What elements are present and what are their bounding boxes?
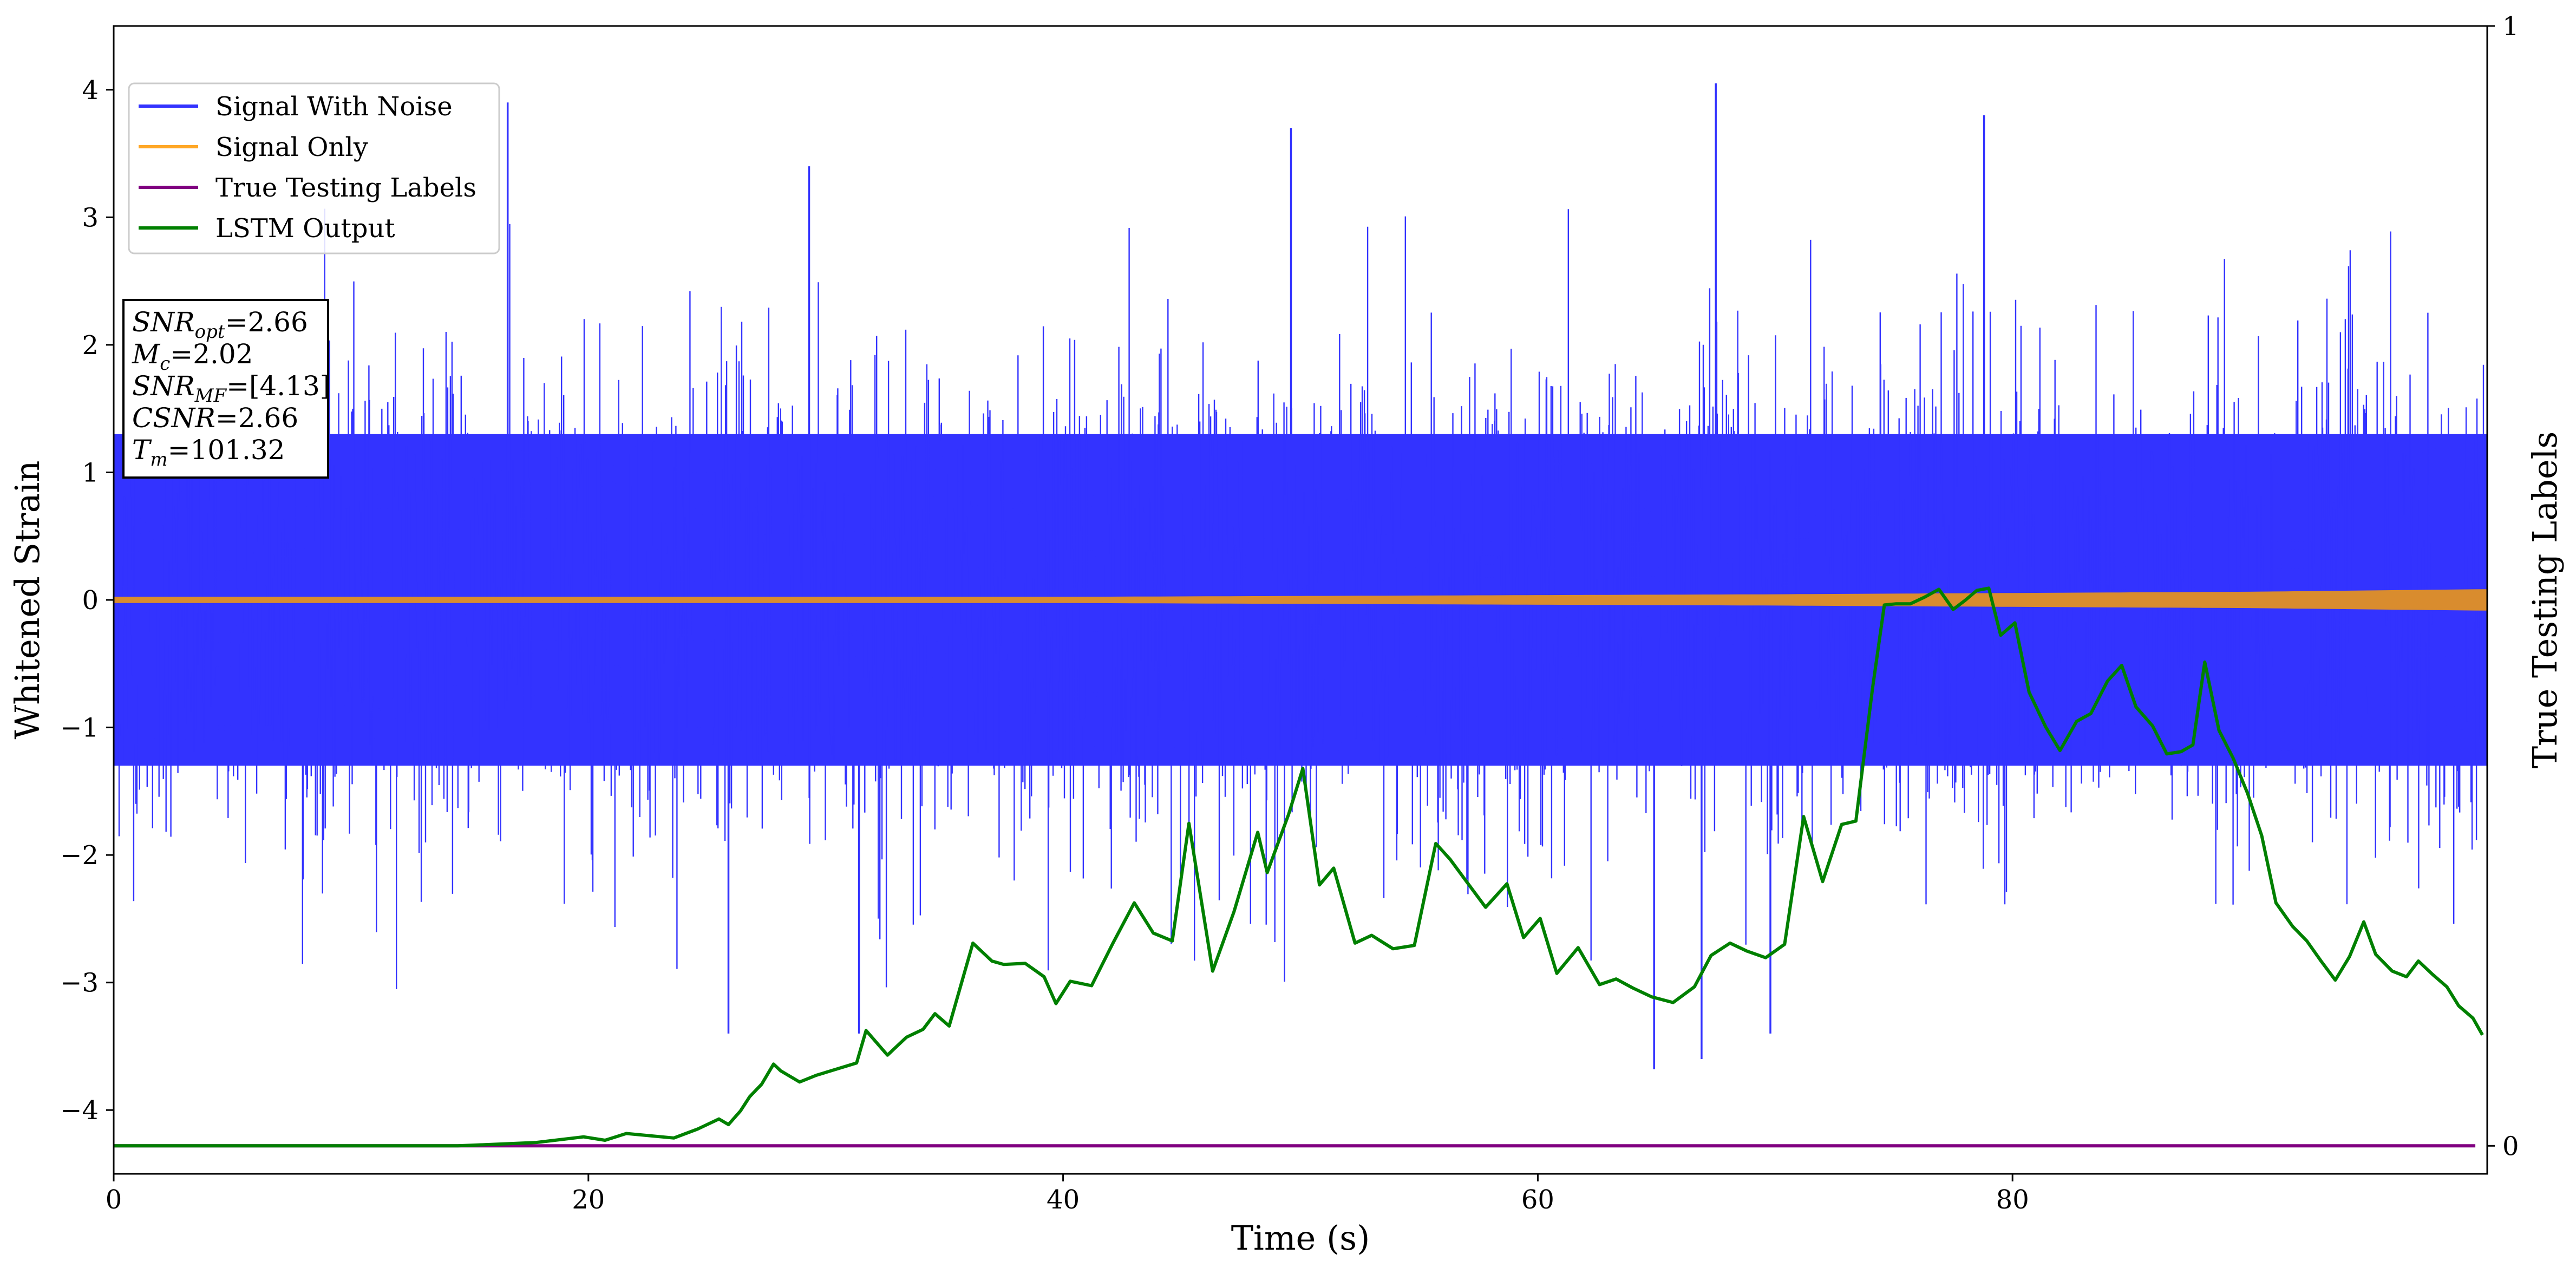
y-tick-label: −4 (60, 1095, 99, 1126)
legend-entry-label: LSTM Output (215, 213, 395, 244)
annotation-value: =2.02 (170, 338, 253, 370)
annotation-value: =[4.13] (226, 370, 330, 402)
annotation-line: Mc=2.02 (132, 338, 253, 375)
annotation-line: SNRopt=2.66 (132, 306, 308, 343)
annotation-line: CSNR=2.66 (132, 402, 298, 434)
legend-entry-label: Signal With Noise (215, 92, 453, 122)
y-tick-label: −1 (60, 713, 99, 743)
legend-entry-label: True Testing Labels (215, 173, 476, 203)
annotation-symbol: CSNR (132, 402, 215, 434)
annotation-value: =2.66 (215, 402, 298, 434)
y-tick-label: 2 (82, 330, 99, 361)
legend: Signal With Noise Signal Only True Testing… (128, 82, 500, 254)
annotation-subscript: MF (194, 385, 227, 407)
y-tick-label: 1 (82, 458, 99, 488)
x-tick-label: 80 (1996, 1185, 2029, 1215)
annotation-value: =101.32 (168, 434, 285, 466)
snr-annotation-box: SNRopt=2.66Mc=2.02SNRMF=[4.13]CSNR=2.66T… (122, 299, 330, 479)
legend-entry-label: Signal Only (215, 132, 368, 162)
y-tick-label: 0 (82, 585, 99, 616)
x-tick-label: 40 (1047, 1185, 1080, 1215)
y-tick-label: 4 (82, 75, 99, 106)
annotation-subscript: opt (195, 321, 225, 343)
annotation-subscript: m (150, 449, 167, 471)
y-axis-label: Whitened Strain (8, 461, 47, 740)
x-tick-label: 60 (1521, 1185, 1554, 1215)
annotation-symbol: SNR (132, 370, 195, 402)
annotation-subscript: c (160, 353, 170, 375)
y2-tick-label: 0 (2502, 1131, 2519, 1161)
y2-axis-label: True Testing Labels (2525, 432, 2565, 769)
annotation-symbol: M (132, 338, 161, 370)
y2-tick-label: 1 (2502, 11, 2519, 42)
x-tick-label: 20 (572, 1185, 605, 1215)
annotation-symbol: T (132, 434, 152, 466)
annotation-box (122, 299, 329, 479)
lstm-output-series (114, 586, 2484, 1148)
x-tick-label: 0 (106, 1185, 122, 1215)
noise-spikes (114, 208, 2487, 989)
annotation-line: SNRMF=[4.13] (132, 370, 330, 407)
annotation-value: =2.66 (225, 306, 308, 338)
y-tick-label: 3 (82, 202, 99, 233)
annotation-symbol: SNR (132, 306, 195, 338)
x-axis-label: Time (s) (1231, 1218, 1370, 1258)
annotation-line: Tm=101.32 (132, 434, 285, 471)
legend-box (128, 82, 500, 254)
y-tick-label: −3 (60, 968, 99, 998)
noise-peaks (506, 83, 1985, 1069)
y-tick-label: −2 (60, 840, 99, 871)
lstm-output-line (114, 586, 2484, 1148)
